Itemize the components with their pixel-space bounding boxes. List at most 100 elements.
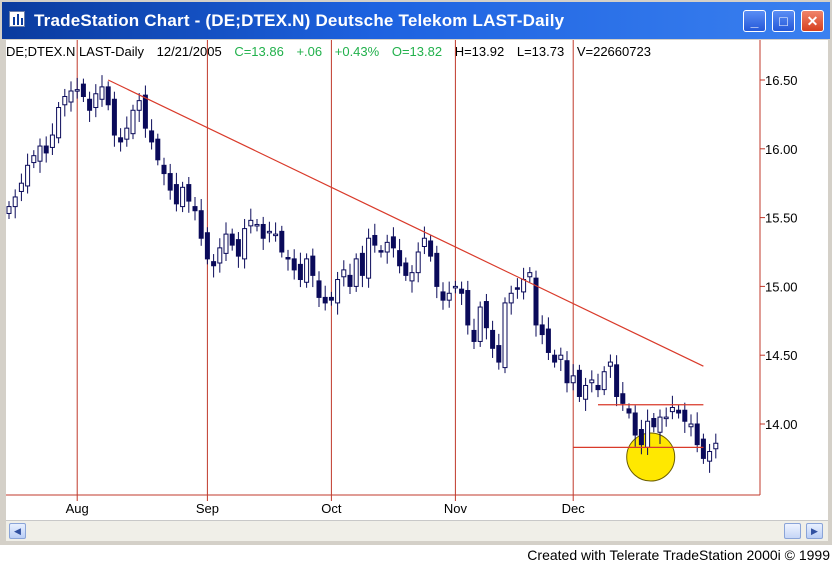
candle-body-up	[713, 442, 719, 450]
candle-body-down	[279, 230, 285, 253]
candle-body-up	[93, 93, 99, 109]
candle-body-down	[694, 423, 700, 446]
maximize-button[interactable]: □	[772, 10, 795, 32]
candle-body-up	[6, 206, 12, 214]
candle-body-down	[359, 252, 365, 276]
candle-body-up	[266, 230, 272, 234]
minimize-button[interactable]: _	[743, 10, 766, 32]
status-date: 12/21/2005	[156, 44, 222, 59]
candle-body-down	[105, 86, 111, 106]
candle-body-down	[204, 232, 210, 260]
candle-body-up	[62, 96, 68, 106]
candle-body-up	[68, 90, 74, 103]
scroll-right-button[interactable]: ▶	[806, 523, 823, 539]
candle-body-up	[645, 420, 651, 448]
candle-body-down	[87, 98, 93, 111]
x-tick-label-aug: Aug	[66, 501, 89, 516]
candle-body-up	[366, 237, 372, 279]
chart-plot-area[interactable]: DE;DTEX.N LAST-Daily 12/21/2005 C=13.86 …	[6, 40, 828, 523]
candle-body-down	[111, 98, 117, 136]
candle-body-up	[446, 292, 452, 301]
trend-line-1	[107, 79, 704, 367]
candle-body-up	[607, 361, 613, 367]
candle-body-down	[539, 324, 545, 336]
candle-body-up	[99, 86, 105, 100]
candle-body-up	[527, 272, 533, 278]
candle-body-up	[223, 233, 229, 254]
candle-body-down	[614, 364, 620, 397]
scroll-left-button[interactable]: ◀	[9, 523, 26, 539]
candle-body-down	[378, 250, 384, 253]
candle-body-up	[25, 164, 31, 187]
candle-body-down	[43, 145, 49, 154]
candle-body-down	[620, 393, 626, 404]
candle-body-up	[353, 258, 359, 287]
candle-body-up	[341, 269, 347, 278]
candle-body-up	[37, 145, 43, 162]
candle-body-up	[570, 375, 576, 384]
y-tick-label: 15.00	[765, 279, 798, 294]
candle-body-down	[118, 137, 124, 143]
status-volume: V=22660723	[576, 44, 651, 59]
candlestick-chart: Aug Sep Oct Nov Dec 16.50 16.00 15.50 15.00 14.50…	[6, 40, 798, 516]
horizontal-scrollbar[interactable]: ◀ ▶	[6, 520, 828, 541]
candle-body-up	[707, 451, 713, 462]
status-high: H=13.92	[454, 44, 505, 59]
candle-body-up	[583, 384, 589, 400]
candle-body-down	[632, 412, 638, 436]
status-line: DE;DTEX.N LAST-Daily 12/21/2005 C=13.86 …	[6, 44, 660, 60]
candle-body-up	[49, 134, 55, 148]
candle-body-up	[601, 371, 607, 391]
candle-body-down	[533, 277, 539, 326]
candle-body-up	[558, 354, 564, 360]
candle-body-down	[465, 290, 471, 326]
x-tick-label-dec: Dec	[562, 501, 586, 516]
chart-window: TradeStation Chart - (DE;DTEX.N) Deutsch…	[0, 0, 832, 545]
candle-body-down	[235, 239, 241, 257]
candle-body-up	[12, 196, 18, 208]
candle-body-up	[273, 233, 279, 237]
candle-body-down	[372, 234, 378, 246]
candle-body-down	[297, 263, 303, 281]
candle-body-up	[688, 423, 694, 428]
footer-credit: Created with Telerate TradeStation 2000i…	[527, 547, 830, 563]
candle-body-down	[496, 345, 502, 363]
candle-body-down	[440, 291, 446, 301]
candle-body-down	[161, 164, 167, 175]
title-bar[interactable]: TradeStation Chart - (DE;DTEX.N) Deutsch…	[2, 2, 830, 39]
candle-body-down	[322, 296, 328, 304]
candle-body-up	[657, 416, 663, 433]
candle-body-up	[254, 223, 260, 227]
y-tick-label: 16.00	[765, 142, 798, 157]
candle-body-down	[390, 236, 396, 249]
candle-body-down	[651, 417, 657, 428]
candle-body-down	[682, 409, 688, 422]
status-close: C=13.86	[234, 44, 284, 59]
candle-body-down	[676, 409, 682, 414]
candle-body-up	[502, 302, 508, 369]
candle-body-down	[149, 130, 155, 143]
candle-body-down	[552, 354, 558, 363]
candle-body-up	[136, 100, 142, 111]
candle-body-up	[335, 279, 341, 304]
status-change-pct: +0.43%	[334, 44, 380, 59]
scroll-thumb[interactable]	[784, 523, 801, 539]
window-title: TradeStation Chart - (DE;DTEX.N) Deutsch…	[34, 11, 565, 30]
y-tick-label: 16.50	[765, 73, 798, 88]
candle-body-up	[452, 285, 458, 289]
candle-body-down	[291, 258, 297, 271]
x-tick-label-nov: Nov	[444, 501, 468, 516]
candle-body-down	[626, 408, 632, 414]
status-symbol: DE;DTEX.N LAST-Daily	[6, 44, 144, 59]
candle-body-up	[217, 247, 223, 264]
candle-body-down	[285, 257, 291, 260]
y-tick-label: 14.00	[765, 417, 798, 432]
candle-body-down	[459, 288, 465, 294]
candle-body-up	[304, 258, 310, 283]
close-button[interactable]: ✕	[801, 10, 824, 32]
candle-body-down	[229, 233, 235, 246]
highlight-circle	[626, 432, 676, 482]
candle-body-down	[700, 438, 706, 459]
candle-body-up	[130, 109, 136, 135]
candle-body-down	[483, 301, 489, 329]
